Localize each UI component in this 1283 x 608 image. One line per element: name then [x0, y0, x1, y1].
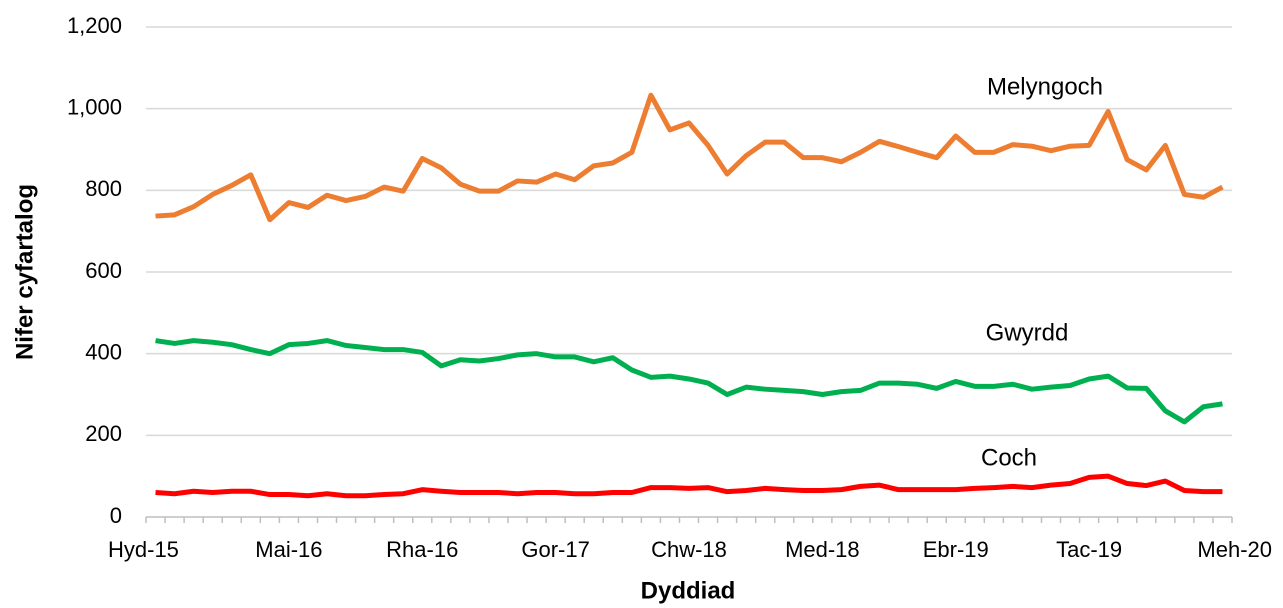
x-tick-label: Rha-16	[386, 537, 458, 562]
series-label: Melyngoch	[987, 73, 1103, 100]
y-tick-label: 1,200	[67, 13, 122, 38]
x-tick-label: Chw-18	[651, 537, 727, 562]
y-axis-title: Nifer cyfartalog	[11, 184, 38, 360]
series-label: Coch	[981, 444, 1037, 471]
y-tick-label: 600	[85, 258, 122, 283]
series-line	[155, 473, 1223, 499]
x-tick-label: Mai-16	[255, 537, 322, 562]
y-tick-label: 400	[85, 339, 122, 364]
x-tick-label: Meh-20	[1197, 537, 1272, 562]
x-tick-label: Med-18	[785, 537, 860, 562]
series-line	[155, 92, 1224, 223]
x-tick-label: Hyd-15	[108, 537, 179, 562]
series-label: Gwyrdd	[986, 319, 1069, 346]
series-line	[155, 338, 1223, 425]
x-tick-label: Ebr-19	[923, 537, 989, 562]
y-tick-label: 0	[110, 503, 122, 528]
x-tick-label: Gor-17	[521, 537, 589, 562]
y-tick-label: 800	[85, 176, 122, 201]
y-tick-label: 200	[85, 421, 122, 446]
y-tick-label: 1,000	[67, 94, 122, 119]
x-tick-label: Tac-19	[1056, 537, 1122, 562]
x-axis-title: Dyddiad	[641, 577, 736, 604]
